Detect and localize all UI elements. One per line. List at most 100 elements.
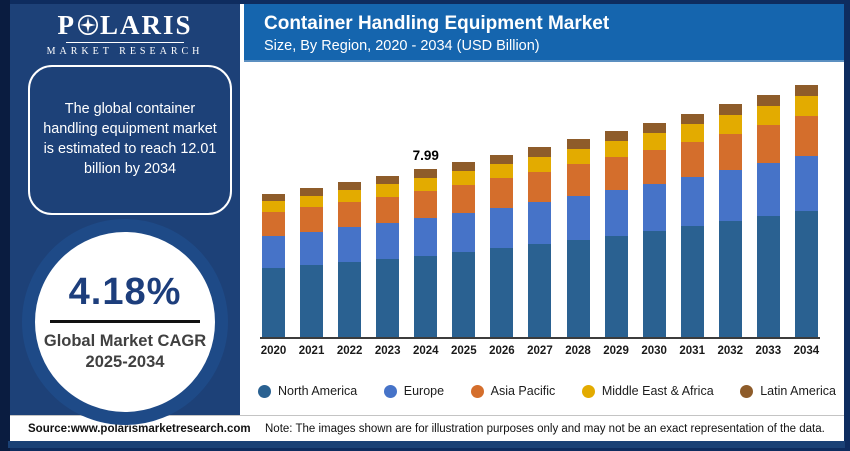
bar-segment-latin-america-2034 xyxy=(794,84,818,97)
bar-segment-middle-east-africa-2030 xyxy=(642,132,666,150)
x-tick-2025: 2025 xyxy=(451,345,477,357)
bar-segment-middle-east-africa-2029 xyxy=(604,141,628,158)
bar-2026: 2026 xyxy=(489,155,515,357)
cagr-period: 2025-2034 xyxy=(85,353,165,371)
bar-segment-latin-america-2025 xyxy=(452,162,476,172)
bar-segment-europe-2028 xyxy=(566,196,590,240)
bar-2024: 7.99 2024 xyxy=(413,148,439,357)
bar-segment-asia-pacific-2029 xyxy=(604,157,628,191)
bar-2031: 2031 xyxy=(679,113,705,357)
bar-segment-north-america-2020 xyxy=(262,268,285,337)
bar-segment-north-america-2027 xyxy=(528,244,552,337)
x-tick-2033: 2033 xyxy=(755,345,782,357)
legend-label-latin-america: Latin America xyxy=(760,384,836,398)
brand-wordmark: P LARIS xyxy=(10,11,240,41)
bar-2029: 2029 xyxy=(603,131,629,357)
bar-segment-europe-2024 xyxy=(414,218,438,256)
page-title: Container Handling Equipment Market xyxy=(264,13,610,34)
compass-star-icon xyxy=(77,13,99,41)
bar-segment-latin-america-2020 xyxy=(262,193,285,202)
legend-item-asia-pacific: Asia Pacific xyxy=(470,384,556,398)
panel-divider xyxy=(240,4,244,415)
bar-segment-europe-2031 xyxy=(680,177,704,227)
bar-segment-north-america-2032 xyxy=(718,221,742,337)
bar-2023: 2023 xyxy=(375,175,400,357)
legend-label-europe: Europe xyxy=(403,384,445,398)
x-tick-2032: 2032 xyxy=(717,345,744,357)
bar-segment-europe-2032 xyxy=(718,170,742,222)
bar-segment-asia-pacific-2030 xyxy=(642,149,666,184)
legend-item-latin-america: Latin America xyxy=(740,384,836,398)
bar-segment-middle-east-africa-2024 xyxy=(414,177,438,191)
bar-segment-asia-pacific-2021 xyxy=(300,207,324,233)
bar-segment-latin-america-2021 xyxy=(300,187,324,196)
x-tick-2027: 2027 xyxy=(527,345,553,357)
bar-segment-north-america-2033 xyxy=(756,216,780,337)
x-tick-2022: 2022 xyxy=(336,345,363,357)
bar-segment-north-america-2022 xyxy=(338,261,362,337)
x-tick-2028: 2028 xyxy=(565,345,591,357)
bar-segment-middle-east-africa-2034 xyxy=(794,96,818,117)
bar-segment-europe-2034 xyxy=(794,155,818,211)
legend-swatch-middle-east-africa xyxy=(581,384,595,398)
legend-label-asia-pacific: Asia Pacific xyxy=(490,384,556,398)
bar-segment-north-america-2021 xyxy=(300,265,324,337)
chart-header: Container Handling Equipment Market Size… xyxy=(244,4,844,62)
bar-segment-latin-america-2029 xyxy=(604,131,628,142)
legend-label-middle-east-africa: Middle East & Africa xyxy=(601,384,714,398)
brand-tagline: MARKET RESEARCH xyxy=(46,46,204,58)
bar-segment-middle-east-africa-2028 xyxy=(566,149,590,165)
x-tick-2021: 2021 xyxy=(298,345,325,357)
bar-segment-middle-east-africa-2026 xyxy=(490,164,514,179)
footer: Source:www.polarismarketresearch.com Not… xyxy=(10,415,844,442)
legend-swatch-europe xyxy=(383,384,397,398)
legend-swatch-latin-america xyxy=(740,384,754,398)
bar-segment-europe-2020 xyxy=(262,236,285,269)
bar-segment-north-america-2034 xyxy=(794,210,818,337)
bar-segment-middle-east-africa-2022 xyxy=(338,190,362,202)
bar-segment-europe-2022 xyxy=(338,227,362,262)
bar-segment-asia-pacific-2027 xyxy=(528,171,552,203)
bar-segment-latin-america-2026 xyxy=(490,155,514,165)
bar-segment-latin-america-2022 xyxy=(338,181,362,191)
bar-segment-latin-america-2031 xyxy=(680,113,704,125)
bar-segment-latin-america-2033 xyxy=(756,94,780,106)
bar-segment-middle-east-africa-2031 xyxy=(680,124,704,142)
bar-segment-europe-2026 xyxy=(490,207,514,249)
bar-segment-asia-pacific-2032 xyxy=(718,133,742,171)
bar-2032: 2032 xyxy=(717,104,743,357)
bar-segment-europe-2029 xyxy=(604,190,628,236)
bar-2028: 2028 xyxy=(565,139,591,357)
bar-segment-europe-2027 xyxy=(528,202,552,245)
bar-segment-asia-pacific-2033 xyxy=(756,125,780,164)
bar-segment-asia-pacific-2025 xyxy=(452,184,476,214)
page-subtitle: Size, By Region, 2020 - 2034 (USD Billio… xyxy=(264,38,540,54)
bar-2025: 2025 xyxy=(451,162,477,357)
cagr-badge: 4.18% Global Market CAGR 2025-2034 xyxy=(22,219,228,425)
bar-2020: 2020 xyxy=(261,193,286,357)
brand-letters-rest: LARIS xyxy=(99,10,193,40)
bar-segment-north-america-2026 xyxy=(490,248,514,337)
bar-2027: 2027 xyxy=(527,147,553,357)
bottom-accent-bar xyxy=(8,441,845,448)
bar-segment-north-america-2024 xyxy=(414,255,438,337)
bar-segment-latin-america-2024 xyxy=(414,169,438,178)
bar-segment-asia-pacific-2020 xyxy=(262,212,285,237)
cagr-label: Global Market CAGR xyxy=(43,331,207,350)
callout-text: The global container handling equipment … xyxy=(43,101,217,177)
left-border xyxy=(0,0,10,451)
x-tick-2020: 2020 xyxy=(260,345,287,357)
legend-item-north-america: North America xyxy=(258,384,357,398)
x-tick-2023: 2023 xyxy=(374,345,401,357)
brand-letter-p: P xyxy=(57,10,76,40)
bar-segment-latin-america-2028 xyxy=(566,139,590,150)
bar-segment-middle-east-africa-2020 xyxy=(262,201,285,213)
bar-segment-asia-pacific-2022 xyxy=(338,201,362,228)
x-tick-2024: 2024 xyxy=(412,345,439,357)
bar-segment-europe-2021 xyxy=(300,232,324,266)
source-text: Source:www.polarismarketresearch.com xyxy=(28,423,251,435)
note-text: Note: The images shown are for illustrat… xyxy=(265,423,825,435)
bar-segment-latin-america-2023 xyxy=(376,175,400,185)
cagr-divider xyxy=(50,319,200,323)
